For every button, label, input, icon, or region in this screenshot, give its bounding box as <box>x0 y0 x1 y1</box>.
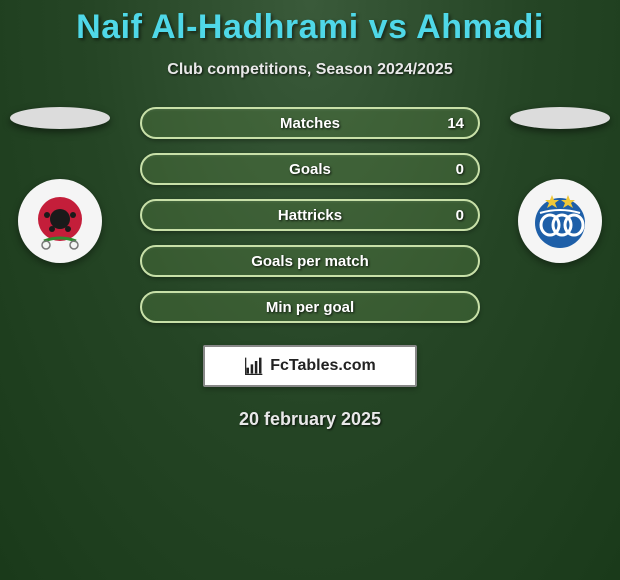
stat-label: Matches <box>280 115 340 132</box>
stat-row-matches: Matches 14 <box>140 107 480 139</box>
stat-label: Hattricks <box>278 207 342 224</box>
page-title: Naif Al-Hadhrami vs Ahmadi <box>0 0 620 47</box>
left-column <box>8 107 112 263</box>
club-crest-right-icon <box>524 185 596 257</box>
stat-label: Goals per match <box>251 253 369 270</box>
stat-row-min-per-goal: Min per goal <box>140 291 480 323</box>
main-row: Matches 14 Goals 0 Hattricks 0 Goals per… <box>0 107 620 323</box>
content-container: Naif Al-Hadhrami vs Ahmadi Club competit… <box>0 0 620 430</box>
date-line: 20 february 2025 <box>0 409 620 430</box>
subtitle: Club competitions, Season 2024/2025 <box>0 61 620 79</box>
source-badge: FcTables.com <box>203 345 417 387</box>
stat-right-value: 0 <box>456 207 464 224</box>
stats-column: Matches 14 Goals 0 Hattricks 0 Goals per… <box>112 107 508 323</box>
stat-row-hattricks: Hattricks 0 <box>140 199 480 231</box>
club-logo-left <box>18 179 102 263</box>
stat-right-value: 0 <box>456 161 464 178</box>
stat-label: Goals <box>289 161 331 178</box>
stat-row-goals: Goals 0 <box>140 153 480 185</box>
right-column <box>508 107 612 263</box>
club-crest-left-icon <box>24 185 96 257</box>
player-photo-right <box>510 107 610 129</box>
player-photo-left <box>10 107 110 129</box>
stat-label: Min per goal <box>266 299 354 316</box>
stat-right-value: 14 <box>447 115 464 132</box>
badge-text: FcTables.com <box>270 357 376 375</box>
stat-row-goals-per-match: Goals per match <box>140 245 480 277</box>
chart-icon <box>244 356 264 376</box>
club-logo-right <box>518 179 602 263</box>
